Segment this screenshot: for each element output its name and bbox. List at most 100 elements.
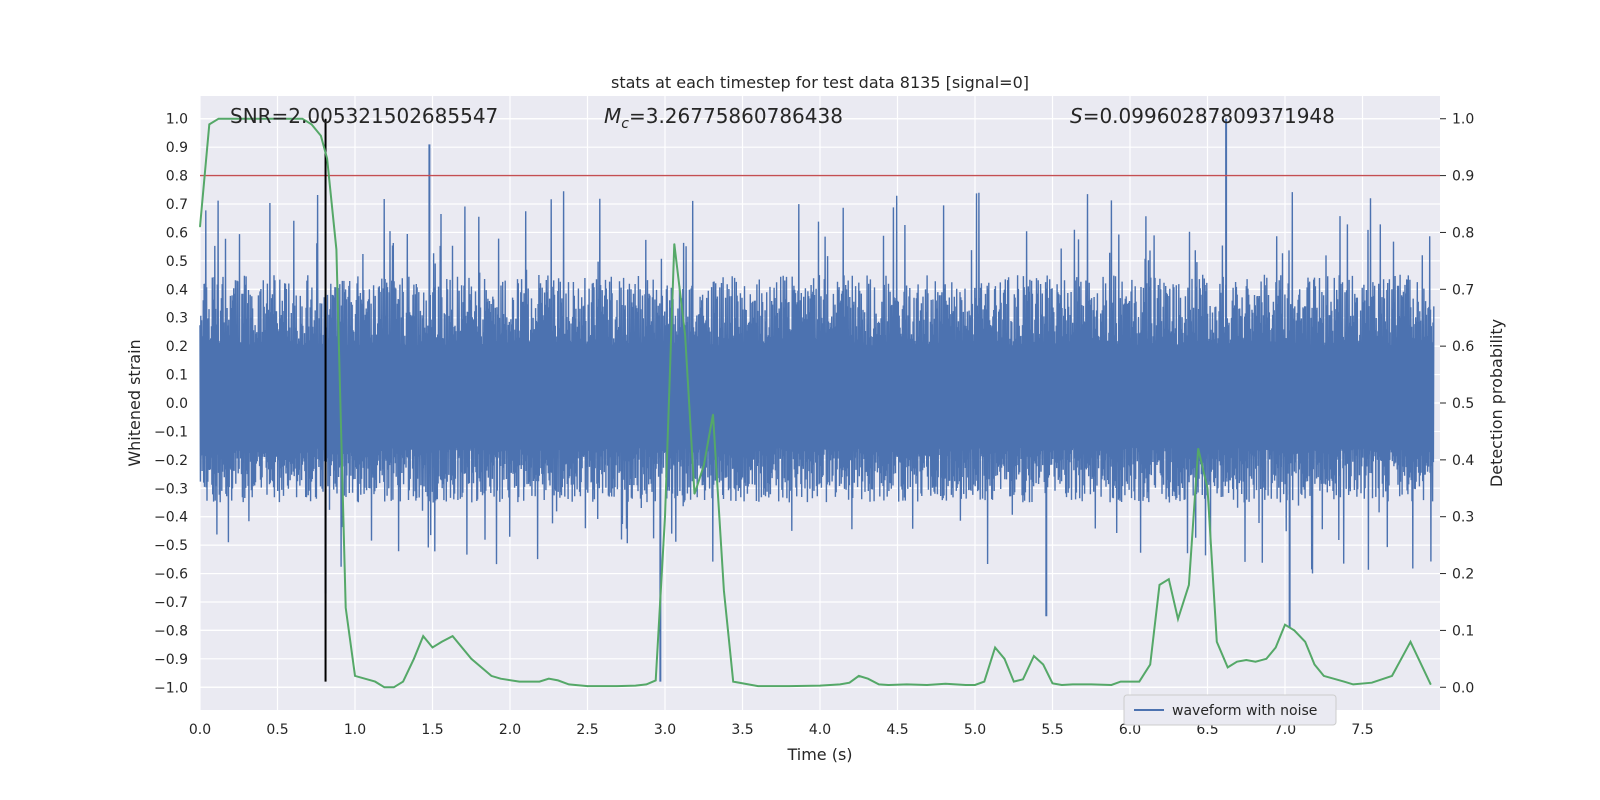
detection-probability-point [693,493,696,495]
y-left-tick-label: −0.8 [154,623,188,639]
detection-probability-point [1293,629,1295,632]
x-tick-label: 6.5 [1196,722,1218,738]
y-left-tick-label: −0.5 [154,538,188,554]
detection-probability-point [788,685,790,687]
x-tick-label: 5.5 [1041,722,1063,738]
detection-probability-point [867,678,869,680]
y-right-tick-label: 0.5 [1452,396,1474,412]
detection-probability-point [1206,487,1209,489]
detection-probability-point [723,590,725,592]
detection-probability-point [655,679,657,682]
detection-probability-point [906,683,908,686]
detection-probability-point [393,686,395,688]
y-left-tick-label: 0.2 [166,339,188,355]
snr-annotation: SNR=2.005321502685547 [230,104,498,128]
y-right-tick-label: 0.3 [1452,510,1474,526]
y-right-tick-label: 0.8 [1452,225,1474,241]
detection-probability-point [1245,659,1247,661]
x-tick-label: 0.0 [189,722,211,738]
detection-probability-point [276,118,279,120]
detection-probability-point [1110,684,1112,686]
detection-probability-point [1313,663,1316,666]
detection-probability-point [354,675,356,677]
y-right-tick-label: 0.2 [1452,567,1474,583]
y-left-tick-labels: 1.0 0.9 0.8 0.7 0.6 0.5 0.4 0.3 0.2 0.1 0.0 −0.1 −0.… [154,112,188,697]
detection-probability-point [1254,661,1257,663]
detection-probability-point [548,678,550,680]
noise-spikes [324,118,1291,682]
detection-probability-point [839,683,841,686]
x-tick-label: 0.5 [266,722,288,738]
y-left-tick-label: −0.9 [154,652,188,668]
detection-probability-point [1033,655,1035,657]
s-annotation: S=0.09960287809371948 [1070,104,1335,128]
detection-probability-point [1304,641,1306,643]
series-detection-probability [199,117,1432,689]
detection-probability-point [218,118,220,120]
detection-probability-point [1072,683,1074,686]
detection-probability-point [441,641,443,643]
y-left-tick-label: 0.6 [166,225,188,241]
detection-probability-point [1371,682,1373,684]
detection-probability-point [1265,658,1267,660]
y-left-tick-label: 0.4 [166,282,188,298]
y-left-tick-label: 0.8 [166,169,188,185]
x-tick-label: 2.5 [576,722,598,738]
detection-probability-point [757,685,759,687]
x-tick-label: 7.0 [1274,722,1296,738]
detection-probability-point [518,680,520,683]
y-left-tick-label: −0.3 [154,481,188,497]
detection-probability-point [1391,675,1393,677]
detection-probability-point [1168,578,1170,580]
y-left-tick-label: −0.1 [154,424,188,440]
detection-probability-point [320,135,322,137]
detection-probability-point [1003,658,1006,660]
y-left-tick-label: 0.5 [166,254,188,270]
detection-probability-point [965,684,967,686]
detection-probability-point [557,679,559,682]
detection-probability-point [1120,680,1122,683]
detection-probability-point [402,680,404,683]
detection-probability-point [1197,447,1199,450]
detection-probability-point [500,678,502,680]
x-tick-label: 1.5 [421,722,443,738]
x-axis-label: Time (s) [786,745,852,764]
detection-probability-point [1149,663,1151,666]
detection-probability-point [664,516,666,518]
detection-probability-point [732,680,734,683]
detection-probability-point [199,226,201,228]
mc-symbol: M [604,104,621,128]
detection-probability-point [1138,680,1140,683]
y-right-tick-label: 1.0 [1452,112,1474,128]
y-left-tick-label: 0.1 [166,368,188,384]
detection-probability-point [1227,666,1229,668]
detection-probability-point [326,157,328,160]
detection-probability-point [1188,584,1190,586]
x-tick-label: 2.0 [499,722,521,738]
detection-probability-point [301,118,303,120]
detection-probability-point [208,123,210,126]
detection-probability-point [703,464,705,467]
series-waveform-with-noise [199,191,1435,574]
y-left-tick-label: −0.4 [154,510,188,526]
detection-probability-point [413,658,415,660]
detection-probability-point [452,635,454,637]
y-left-tick-label: 0.3 [166,311,188,327]
y-left-tick-label: −0.7 [154,595,188,611]
noise-series [199,118,1435,682]
detection-probability-point [1284,624,1286,626]
y-right-tick-labels: 1.0 0.9 0.8 0.7 0.6 0.5 0.4 0.3 0.2 0.1 0.0 [1440,112,1474,696]
detection-probability-point [568,683,570,686]
detection-probability-point [974,684,976,686]
detection-probability-point [230,118,232,120]
detection-probability-point [1022,678,1024,680]
x-tick-label: 4.0 [809,722,831,738]
detection-probability-point [887,684,889,686]
y-left-axis-label: Whitened strain [125,339,144,466]
detection-probability-point [673,243,675,245]
mc-value: =3.26775860786438 [629,104,843,128]
x-tick-label: 3.0 [654,722,676,738]
detection-probability-point [431,646,434,649]
y-right-tick-label: 0.9 [1452,169,1474,185]
